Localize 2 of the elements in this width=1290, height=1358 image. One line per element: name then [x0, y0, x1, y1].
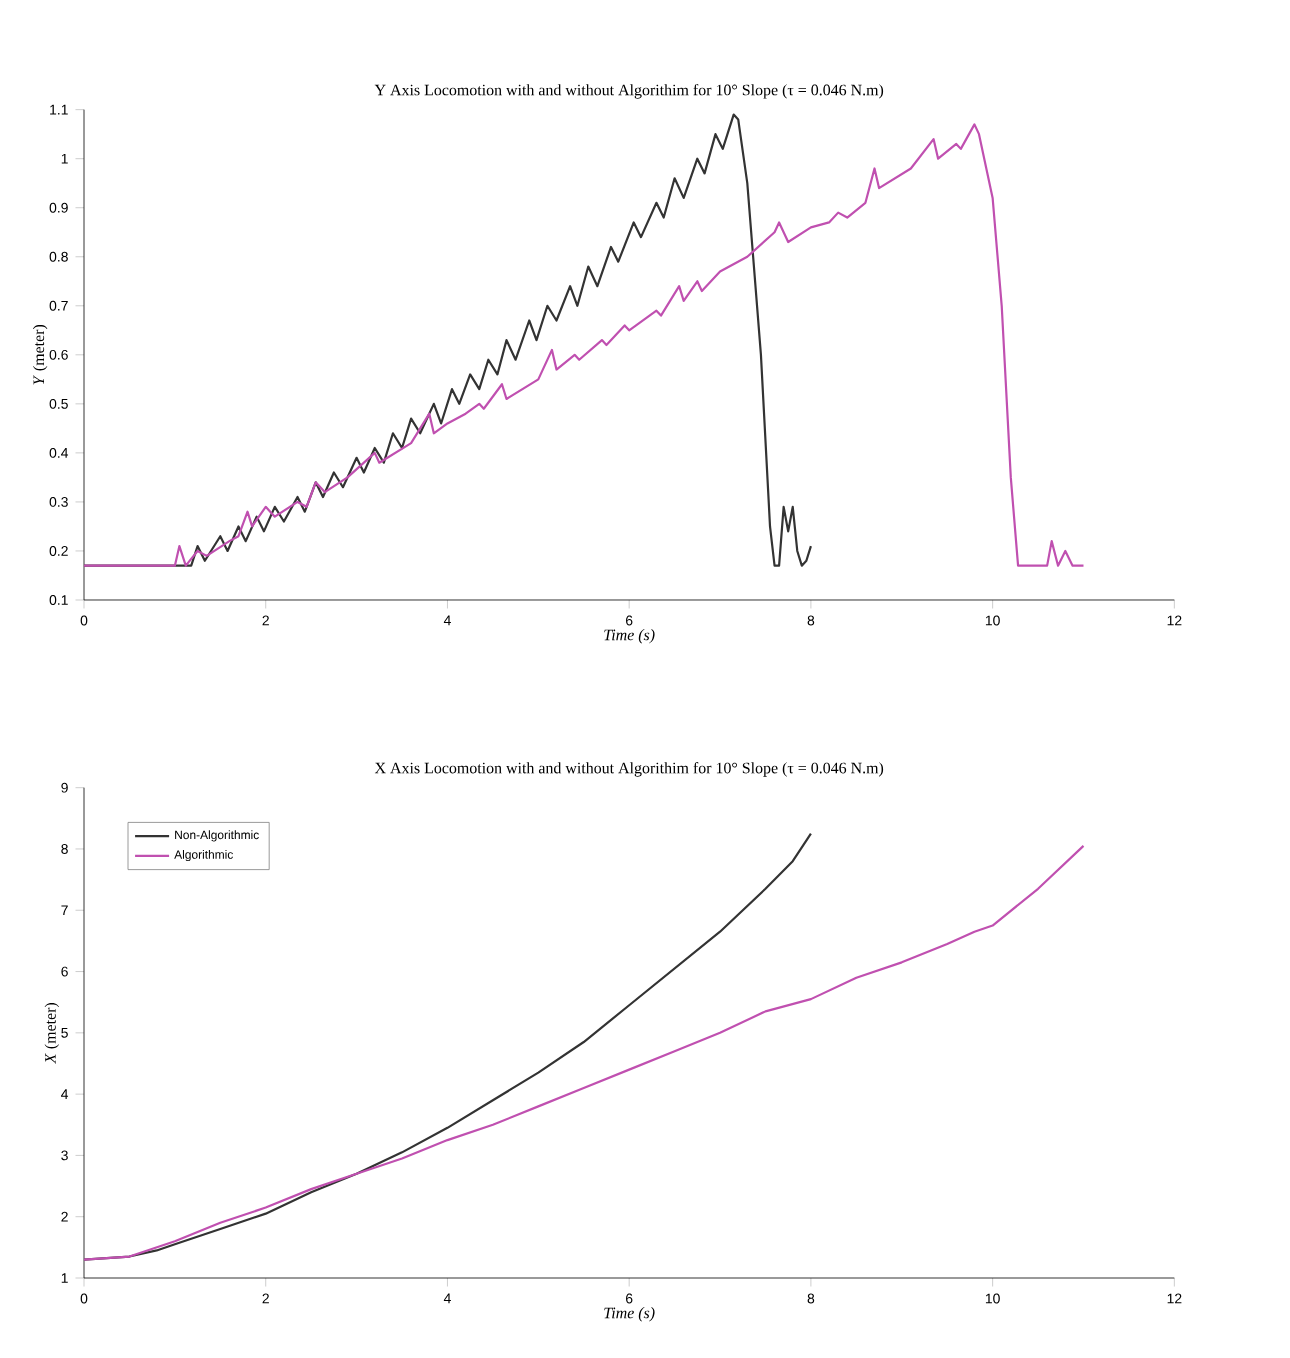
line-series — [84, 844, 1085, 1261]
line-series — [84, 123, 1085, 567]
